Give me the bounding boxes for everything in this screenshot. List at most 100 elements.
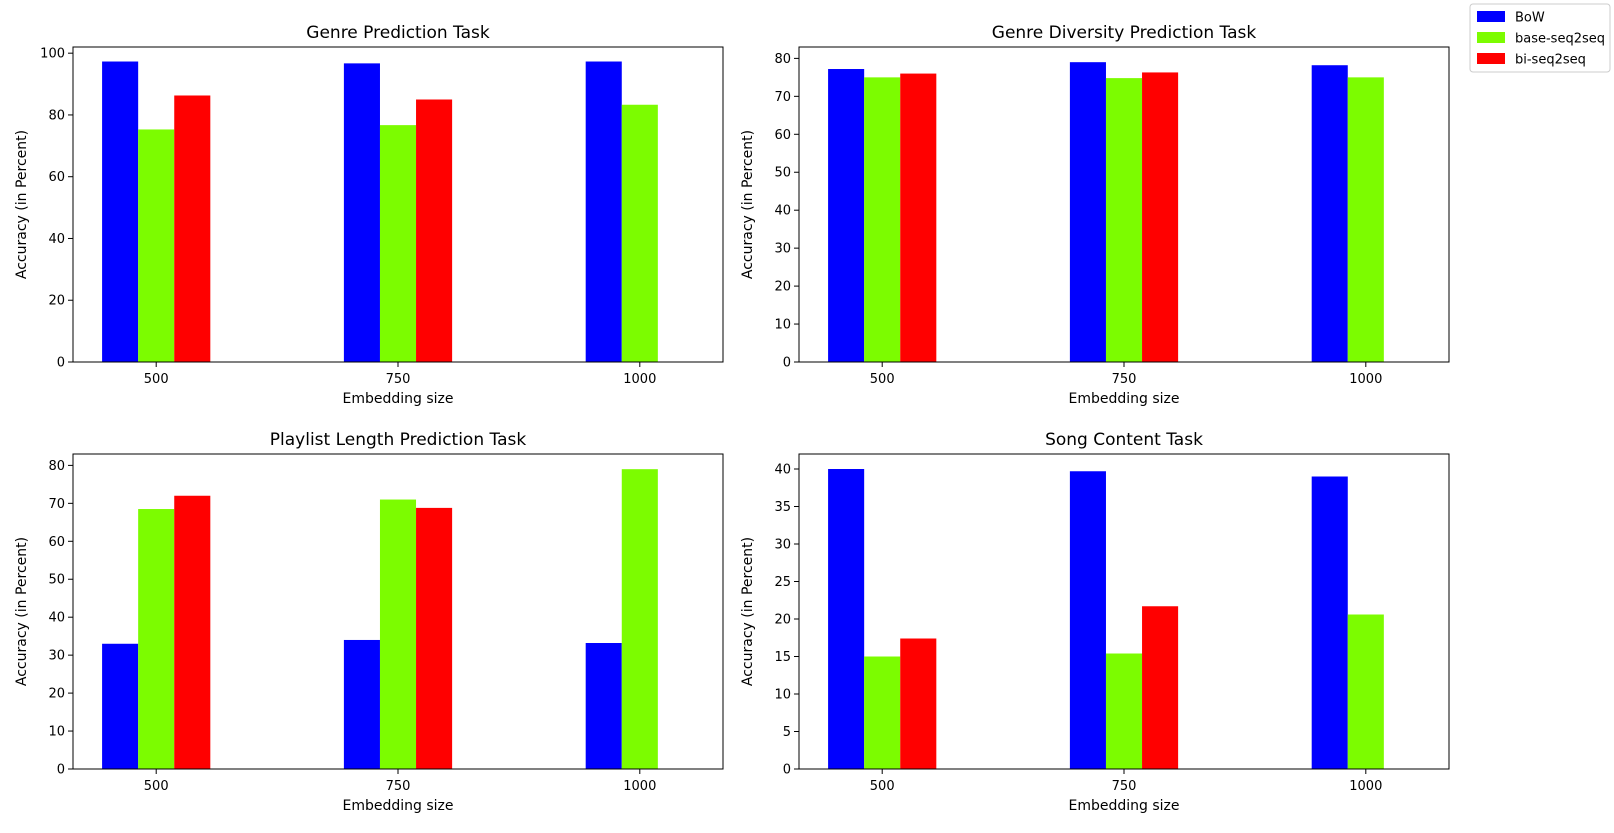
bar-diversity-BoW-1000	[1311, 65, 1348, 362]
bar-length-BoW-500	[102, 643, 139, 769]
bar-genre-base-seq2seq-500	[138, 129, 175, 362]
y-tick-label: 35	[774, 500, 791, 515]
bar-length-base-seq2seq-750	[379, 499, 417, 769]
y-tick-label: 0	[783, 356, 791, 371]
y-tick-label: 40	[774, 204, 791, 219]
legend-label: base-seq2seq	[1515, 32, 1605, 47]
y-tick-label: 60	[774, 128, 791, 143]
y-axis-label: Accuracy (in Percent)	[740, 130, 756, 279]
y-tick-label: 60	[48, 170, 65, 185]
y-tick-label: 20	[48, 687, 65, 702]
y-tick-label: 60	[48, 535, 65, 550]
y-tick-label: 20	[774, 280, 791, 295]
x-axis-label: Embedding size	[342, 798, 453, 814]
x-tick-label: 750	[1112, 779, 1137, 794]
bar-genre-BoW-1000	[585, 61, 622, 362]
x-axis-label: Embedding size	[342, 391, 453, 407]
bar-length-BoW-1000	[585, 643, 622, 769]
y-tick-label: 5	[783, 725, 791, 740]
bar-genre-base-seq2seq-1000	[621, 104, 658, 362]
x-axis-label: Embedding size	[1068, 798, 1179, 814]
y-tick-label: 30	[774, 538, 791, 553]
legend-label: BoW	[1515, 11, 1545, 26]
subplot-content: 0 5 10 15 20 25 30 35 40 500 750 1000 Song Content T…	[740, 430, 1450, 814]
bar-length-base-seq2seq-500	[138, 509, 175, 769]
subplot-length: 0 10 20 30 40 50 60 70 80 500 750 1000 Playlist Leng…	[14, 430, 724, 814]
x-tick-label: 750	[1112, 372, 1137, 387]
subplot-diversity: 0 10 20 30 40 50 60 70 80 500 750 1000 Genre Diversi…	[740, 23, 1450, 407]
bar-genre-BoW-500	[102, 61, 139, 362]
x-tick-label: 500	[144, 372, 169, 387]
bar-genre-base-seq2seq-750	[379, 125, 417, 362]
subplot-title: Song Content Task	[1045, 430, 1203, 450]
y-tick-label: 40	[774, 463, 791, 478]
x-tick-label: 500	[870, 372, 895, 387]
bar-diversity-BoW-750	[1069, 62, 1106, 363]
x-tick-label: 1000	[1349, 372, 1382, 387]
y-axis-label: Accuracy (in Percent)	[14, 130, 30, 279]
y-tick-label: 25	[774, 575, 791, 590]
bar-content-BoW-1000	[1311, 476, 1348, 769]
x-tick-label: 1000	[1349, 779, 1382, 794]
y-tick-label: 10	[48, 725, 65, 740]
y-tick-label: 50	[48, 573, 65, 588]
x-tick-label: 500	[144, 779, 169, 794]
bar-diversity-bi-seq2seq-750	[1142, 72, 1179, 363]
subplot-title: Playlist Length Prediction Task	[270, 430, 527, 450]
legend-swatch-bi-seq2seq	[1477, 53, 1505, 64]
y-axis-label: Accuracy (in Percent)	[14, 537, 30, 686]
y-tick-label: 20	[774, 613, 791, 628]
subplot-title: Genre Prediction Task	[306, 23, 490, 43]
bar-genre-BoW-750	[343, 63, 380, 363]
bar-content-base-seq2seq-750	[1105, 653, 1143, 769]
y-tick-label: 10	[774, 688, 791, 703]
y-tick-label: 15	[774, 650, 791, 665]
bar-content-BoW-750	[1069, 471, 1106, 769]
y-tick-label: 30	[48, 649, 65, 664]
bar-content-base-seq2seq-1000	[1347, 614, 1384, 769]
bar-diversity-base-seq2seq-500	[864, 77, 901, 363]
y-tick-label: 0	[57, 356, 65, 371]
x-tick-label: 1000	[623, 779, 656, 794]
y-tick-label: 70	[48, 497, 65, 512]
y-tick-label: 70	[774, 90, 791, 105]
bar-diversity-base-seq2seq-1000	[1347, 77, 1384, 363]
bar-length-bi-seq2seq-500	[174, 495, 211, 769]
y-tick-label: 0	[57, 763, 65, 778]
bar-genre-bi-seq2seq-750	[416, 99, 453, 362]
bar-content-BoW-500	[828, 469, 865, 769]
y-tick-label: 0	[783, 763, 791, 778]
bar-content-bi-seq2seq-750	[1142, 606, 1179, 769]
x-tick-label: 750	[386, 372, 411, 387]
x-tick-label: 750	[386, 779, 411, 794]
legend-swatch-base-seq2seq	[1477, 32, 1505, 43]
legend: BoW base-seq2seq bi-seq2seq	[1469, 3, 1611, 73]
y-tick-label: 80	[774, 52, 791, 67]
bar-length-BoW-750	[343, 639, 380, 769]
x-axis-label: Embedding size	[1068, 391, 1179, 407]
legend-label: bi-seq2seq	[1515, 53, 1586, 68]
y-tick-label: 80	[48, 108, 65, 123]
bar-diversity-base-seq2seq-750	[1105, 78, 1143, 363]
y-tick-label: 40	[48, 232, 65, 247]
legend-swatch-BoW	[1477, 11, 1505, 22]
bar-genre-bi-seq2seq-500	[174, 95, 211, 363]
subplot-title: Genre Diversity Prediction Task	[992, 23, 1257, 43]
y-axis-label: Accuracy (in Percent)	[740, 537, 756, 686]
bar-content-bi-seq2seq-500	[900, 638, 937, 769]
y-tick-label: 30	[774, 242, 791, 257]
y-tick-label: 40	[48, 611, 65, 626]
y-tick-label: 80	[48, 459, 65, 474]
bar-content-base-seq2seq-500	[864, 656, 901, 769]
bar-length-base-seq2seq-1000	[621, 469, 658, 769]
y-tick-label: 50	[774, 166, 791, 181]
y-tick-label: 10	[774, 318, 791, 333]
y-tick-label: 100	[40, 47, 65, 62]
x-tick-label: 500	[870, 779, 895, 794]
subplot-genre: 0 20 40 60 80 100 500 750 1000 Genre Prediction T…	[14, 23, 724, 407]
x-tick-label: 1000	[623, 372, 656, 387]
bar-diversity-BoW-500	[828, 69, 865, 362]
bar-length-bi-seq2seq-750	[416, 507, 453, 769]
y-tick-label: 20	[48, 294, 65, 309]
